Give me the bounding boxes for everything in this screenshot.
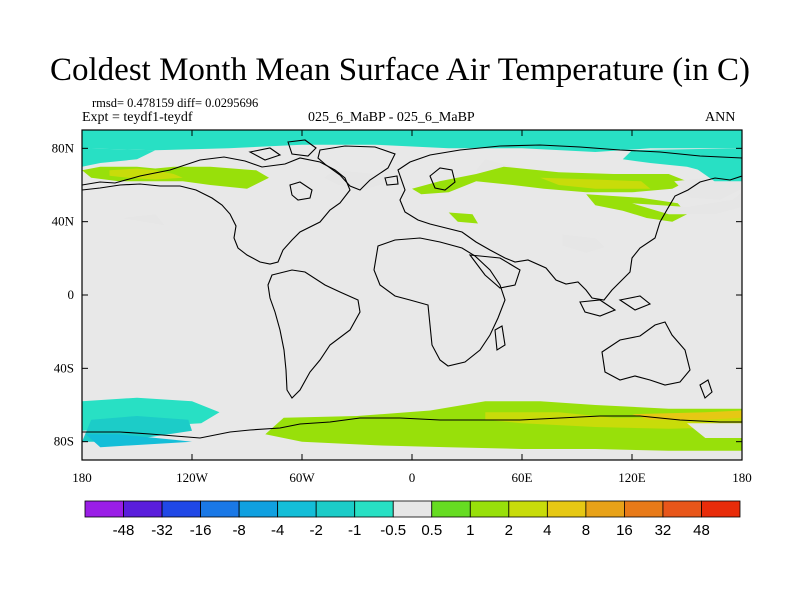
rmsd-label: rmsd= 0.478159 diff= 0.0295696 (92, 96, 259, 110)
anomaly-region (122, 214, 165, 226)
colorbar-label: 8 (582, 522, 590, 539)
anomaly-region (485, 412, 742, 429)
colorbar-label: 0.5 (421, 522, 442, 539)
colorbar-label: -48 (113, 522, 135, 539)
colorbar-swatch (508, 500, 548, 518)
coastline-arctic-islands (248, 139, 317, 161)
x-tick-label: 0 (409, 470, 416, 485)
anomaly-region (632, 192, 742, 215)
x-tick-label: 120E (618, 470, 646, 485)
coastline-australia (601, 321, 691, 386)
season-label: ANN (705, 110, 736, 125)
anomaly-region (540, 177, 651, 189)
anomaly-region (265, 401, 742, 451)
colorbar-swatch (469, 500, 510, 518)
colorbar-swatch (431, 500, 471, 518)
coastlines (82, 139, 742, 439)
coastline-antarctica (82, 415, 742, 439)
colorbar-label: 2 (505, 522, 513, 539)
anomaly-region (448, 212, 478, 224)
colorbar-swatch (662, 500, 702, 518)
anomaly-region (687, 423, 742, 438)
anomaly-region (82, 148, 156, 167)
coastline-south-america (267, 269, 361, 399)
coastline-madagascar (494, 325, 506, 351)
x-tick-label: 60E (512, 470, 533, 485)
colorbar-swatch (624, 500, 664, 518)
y-tick-label: 80S (54, 434, 74, 449)
colorbar-swatch (200, 500, 240, 518)
coastline-iceland (384, 175, 399, 186)
colorbar-swatch (238, 500, 279, 518)
y-tick-label: 40N (52, 214, 75, 229)
colorbar-label: -2 (310, 522, 323, 539)
coastline-scandinavia (429, 167, 456, 191)
coastline-eurasia (397, 144, 742, 301)
chart-title: Coldest Month Mean Surface Air Temperatu… (50, 52, 750, 88)
experiment-pair-label: 025_6_MaBP - 025_6_MaBP (308, 110, 475, 125)
colorbar-label: -8 (232, 522, 245, 539)
anomaly-region (586, 194, 687, 222)
expt-label: Expt = teydf1-teydf (82, 110, 193, 125)
x-tick-label: 120W (176, 470, 209, 485)
colorbar-label: 4 (543, 522, 551, 539)
anomaly-region (109, 168, 183, 180)
y-tick-label: 80N (52, 140, 75, 155)
anomaly-region (622, 148, 742, 174)
colorbar-swatch (277, 500, 317, 518)
colorbar-label: -4 (271, 522, 284, 539)
coastline-se-asia (579, 295, 652, 317)
anomaly-region (85, 434, 192, 448)
anomaly-region (562, 234, 605, 253)
colorbar-label: 1 (466, 522, 474, 539)
colorbar-swatch (315, 500, 356, 518)
colorbar-label: 48 (693, 522, 710, 539)
coastline-hudson-bay (289, 181, 313, 201)
coastline-arabia (468, 254, 521, 289)
x-tick-label: 180 (732, 470, 752, 485)
colorbar-swatch (585, 500, 625, 518)
x-tick-label: 60W (289, 470, 315, 485)
coastline-greenland (317, 145, 396, 191)
colorbar-label: 32 (655, 522, 672, 539)
coastline-africa (373, 237, 506, 367)
colorbar-label: 16 (616, 522, 633, 539)
anomaly-region (696, 166, 742, 182)
coastline-north-america (82, 156, 351, 265)
coastline-new-zealand (699, 379, 713, 399)
colorbar-swatch (123, 500, 163, 518)
colorbar-swatch (392, 500, 433, 518)
colorbar-label: -32 (151, 522, 173, 539)
colorbar-swatch (701, 500, 741, 518)
x-tick-label: 180 (72, 470, 92, 485)
colorbar-label: -1 (348, 522, 361, 539)
colorbar-swatch (161, 500, 201, 518)
colorbar-swatch (546, 500, 587, 518)
y-tick-label: 0 (68, 287, 75, 302)
colorbar-swatch (84, 500, 124, 518)
colorbar-label: -0.5 (380, 522, 406, 539)
colorbar-swatch (354, 500, 394, 518)
colorbar-label: -16 (190, 522, 212, 539)
y-tick-label: 40S (54, 360, 74, 375)
